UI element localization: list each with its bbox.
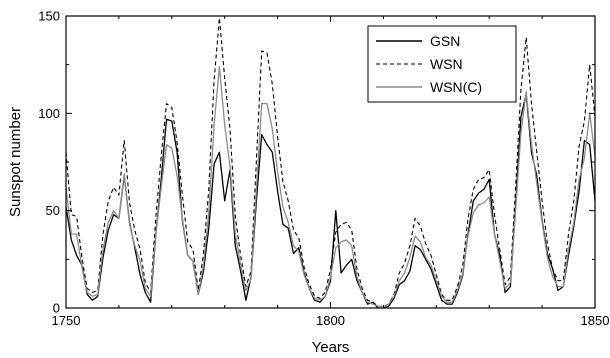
legend-label-wsn-c: WSN(C)	[430, 79, 482, 95]
legend: GSN WSN WSN(C)	[367, 25, 517, 103]
series-layer	[66, 17, 595, 308]
legend-items: GSN WSN WSN(C)	[376, 33, 482, 95]
y-tick-label: 100	[38, 106, 60, 121]
y-axis-title: Sunspot number	[7, 107, 24, 217]
y-tick-label: 150	[38, 9, 60, 24]
x-tick-label: 1800	[316, 313, 345, 328]
x-tick-label: 1750	[52, 313, 81, 328]
legend-label-gsn: GSN	[430, 33, 460, 49]
series-line-wsn-c	[66, 65, 595, 307]
y-tick-label: 0	[53, 301, 60, 316]
x-axis-title: Years	[312, 339, 350, 356]
axis-ticks: 1750 1800 1850 0 50 100 150	[38, 9, 609, 329]
series-line-wsn	[66, 17, 595, 307]
legend-label-wsn: WSN	[430, 56, 463, 72]
x-tick-label: 1850	[581, 313, 610, 328]
y-tick-label: 50	[46, 203, 60, 218]
